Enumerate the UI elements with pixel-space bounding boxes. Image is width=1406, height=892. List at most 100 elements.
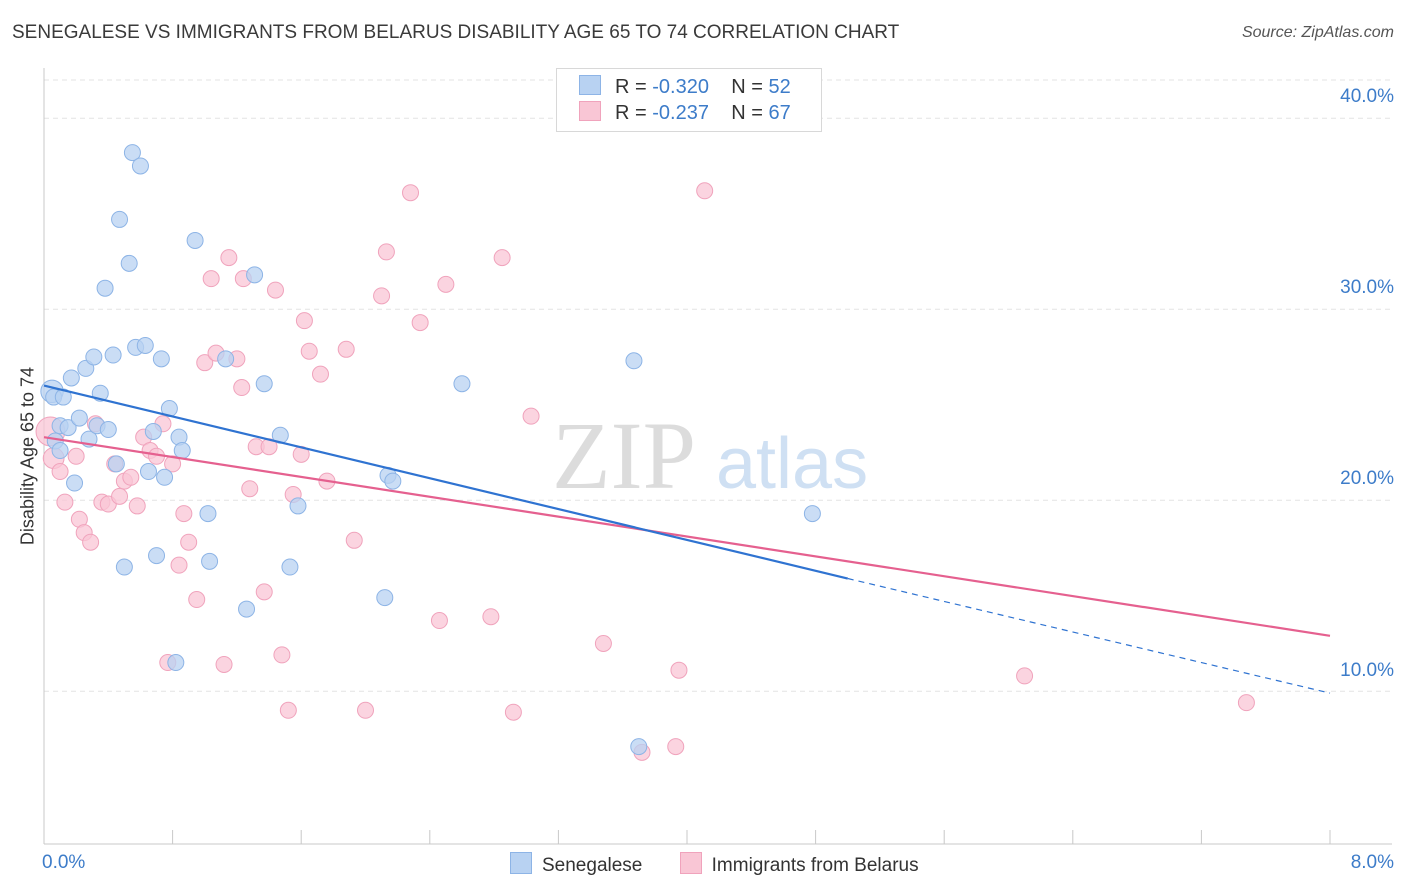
n-label: N =	[731, 76, 763, 98]
senegalese-point	[70, 409, 88, 427]
senegalese-point	[152, 350, 170, 368]
belarus-point	[437, 275, 455, 293]
senegalese-point	[255, 375, 273, 393]
belarus-point	[300, 342, 318, 360]
belarus-point	[122, 468, 140, 486]
r-value: -0.320	[652, 76, 709, 98]
belarus-point	[233, 379, 251, 397]
belarus-point	[373, 287, 391, 305]
senegalese-point	[62, 369, 80, 387]
senegalese-point	[123, 144, 141, 162]
belarus-point	[522, 407, 540, 425]
belarus-point	[430, 612, 448, 630]
senegalese-point	[144, 422, 162, 440]
belarus-point	[111, 487, 129, 505]
senegalese-trend-line	[43, 384, 849, 580]
senegalese-point	[289, 497, 307, 515]
belarus-point	[175, 505, 193, 523]
stats-legend-box: R = -0.320 N = 52 R = -0.237 N = 67	[556, 68, 822, 132]
senegalese-point	[376, 589, 394, 607]
legend-swatch-senegalese	[510, 852, 532, 874]
belarus-point	[128, 497, 146, 515]
belarus-point	[667, 738, 685, 756]
belarus-point	[696, 182, 714, 200]
belarus-point	[188, 591, 206, 609]
r-label: R =	[615, 102, 647, 124]
belarus-trend-line	[43, 436, 1331, 637]
belarus-point	[1016, 667, 1034, 685]
belarus-point	[266, 281, 284, 299]
legend-label: Senegalese	[542, 855, 643, 876]
senegalese-point	[246, 266, 264, 284]
stats-row-senegalese: R = -0.320 N = 52	[579, 75, 791, 101]
n-value: 52	[768, 76, 791, 98]
belarus-point	[170, 556, 188, 574]
senegalese-point	[217, 350, 235, 368]
belarus-point	[337, 340, 355, 358]
legend-item-senegalese[interactable]: Senegalese	[510, 852, 642, 877]
belarus-point	[411, 314, 429, 332]
x-tick-label-max: 8.0%	[1350, 852, 1394, 873]
senegalese-point	[199, 505, 217, 523]
senegalese-point	[630, 738, 648, 756]
trend-layer	[43, 384, 1331, 694]
belarus-point	[202, 270, 220, 288]
senegalese-point	[281, 558, 299, 576]
bottom-legend: Senegalese Immigrants from Belarus	[510, 852, 951, 877]
senegalese-point	[85, 348, 103, 366]
belarus-point	[215, 655, 233, 673]
belarus-point	[82, 533, 100, 551]
watermark-atlas: atlas	[716, 424, 868, 504]
senegalese-point	[625, 352, 643, 370]
y-tick-label: 20.0%	[1340, 468, 1394, 489]
swatch-senegalese	[579, 75, 601, 95]
belarus-point	[56, 493, 74, 511]
belarus-point	[482, 608, 500, 626]
belarus-point	[220, 249, 238, 267]
r-value: -0.237	[652, 102, 709, 124]
belarus-point	[357, 701, 374, 719]
senegalese-point	[453, 375, 471, 393]
legend-item-belarus[interactable]: Immigrants from Belarus	[679, 852, 919, 877]
legend-swatch-belarus	[679, 852, 702, 874]
senegalese-point	[186, 231, 204, 249]
senegalese-point	[148, 547, 166, 565]
y-tick-label: 10.0%	[1340, 660, 1394, 681]
belarus-point	[670, 661, 688, 679]
belarus-point	[377, 243, 395, 261]
senegalese-point	[104, 346, 122, 364]
watermark: ZIP atlas	[552, 402, 868, 509]
y-tick-label: 40.0%	[1340, 86, 1394, 107]
senegalese-point	[139, 463, 157, 481]
belarus-point	[51, 463, 69, 481]
senegalese-point	[201, 552, 219, 570]
belarus-point	[273, 646, 291, 664]
r-label: R =	[615, 76, 647, 98]
senegalese-point	[173, 442, 191, 460]
chart-title: SENEGALESE VS IMMIGRANTS FROM BELARUS DI…	[12, 22, 900, 43]
senegalese-point	[803, 505, 821, 523]
senegalese-point	[238, 600, 256, 618]
belarus-point	[504, 703, 522, 721]
n-value: 67	[768, 102, 791, 124]
belarus-point	[295, 312, 313, 330]
watermark-zip: ZIP	[552, 402, 696, 509]
belarus-point	[345, 531, 363, 549]
x-tick-label-min: 0.0%	[42, 852, 86, 873]
senegalese-point	[99, 421, 117, 439]
senegalese-point	[54, 388, 72, 406]
stats-row-belarus: R = -0.237 N = 67	[579, 101, 791, 127]
legend-label: Immigrants from Belarus	[711, 855, 919, 876]
senegalese-point	[384, 472, 402, 490]
belarus-point	[255, 583, 273, 601]
belarus-point	[311, 365, 329, 383]
senegalese-point	[111, 210, 129, 228]
swatch-belarus	[579, 101, 601, 121]
belarus-point	[196, 354, 214, 372]
belarus-point	[279, 701, 297, 719]
belarus-point	[67, 447, 85, 465]
belarus-point	[594, 634, 612, 652]
senegalese-point	[136, 336, 154, 354]
senegalese-point	[66, 474, 84, 492]
